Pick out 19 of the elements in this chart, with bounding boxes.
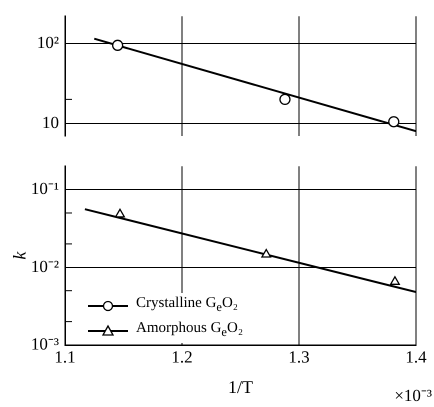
point [279,94,291,106]
x-tick-label: 1.1 [54,348,76,367]
text: ×10⁻³ [394,386,432,405]
x-tick-label: 1.2 [171,348,193,367]
point [115,208,125,218]
legend-label: Amorphous G$_{e}$O₂ [136,319,244,341]
y-tick-label: 10² [36,33,59,52]
legend-label: Crystalline G$_{e}$O₂ [136,294,238,316]
y-tick-label: 10 [42,112,59,132]
point [261,248,272,258]
y-axis-title: k [10,250,30,260]
x-axis-title: 1/T [228,376,253,397]
y-tick-label: 10⁻¹ [30,179,59,198]
x-tick-label: 1.3 [288,348,310,367]
point [112,40,124,51]
point [390,276,400,285]
y-tick-label: 10⁻² [30,256,59,276]
x-tick-label: 1.4 [405,348,428,367]
point [388,116,400,128]
